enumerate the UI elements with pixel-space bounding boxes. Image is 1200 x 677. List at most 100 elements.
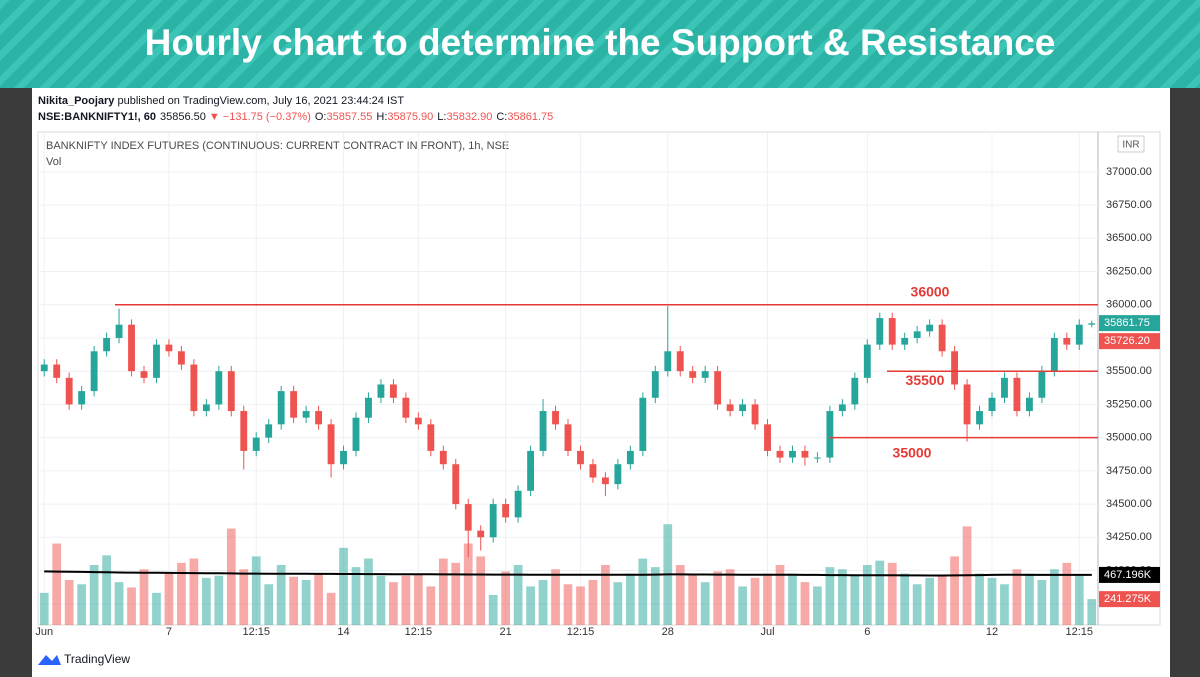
candle-body xyxy=(165,344,173,352)
volume-bar xyxy=(937,575,947,625)
volume-label: Vol xyxy=(46,156,61,168)
volume-bar xyxy=(463,543,473,625)
published: published on TradingView.com, July 16, 2… xyxy=(114,95,404,107)
y-tick-label: 36250.00 xyxy=(1106,265,1152,277)
candle-body xyxy=(838,404,846,412)
volume-bar xyxy=(950,556,959,625)
brand: TradingView xyxy=(64,652,130,666)
candle-body xyxy=(527,450,535,491)
candle-body xyxy=(664,351,672,372)
volume-bar xyxy=(364,558,373,625)
candle-body xyxy=(290,391,298,418)
volume-bar xyxy=(800,582,810,625)
candle-body xyxy=(265,424,273,438)
chart-title: BANKNIFTY INDEX FUTURES (CONTINUOUS: CUR… xyxy=(46,140,509,152)
volume-bar xyxy=(1012,569,1022,625)
candle-body xyxy=(464,504,472,531)
volume-bar xyxy=(239,569,249,625)
candle-body xyxy=(439,450,447,465)
volume-bar xyxy=(314,573,323,625)
volume-bar xyxy=(351,567,361,625)
volume-bar xyxy=(912,584,922,625)
volume-bar xyxy=(102,555,111,625)
volume-bar xyxy=(501,571,511,625)
volume-bar xyxy=(1074,575,1084,625)
candle-body xyxy=(377,384,385,398)
plot-frame xyxy=(37,131,1161,626)
volume-bar xyxy=(625,573,635,625)
volume-bar xyxy=(750,577,760,625)
candle-body xyxy=(951,351,959,385)
volume-bar xyxy=(688,573,698,625)
candle-body xyxy=(789,450,796,458)
volume-bar xyxy=(339,547,348,625)
volume-bar xyxy=(1037,579,1047,625)
candle-body xyxy=(626,450,634,465)
candle-body xyxy=(701,371,709,378)
volume-bar xyxy=(401,575,411,625)
volume-bar xyxy=(875,560,885,625)
x-tick-label: 12:15 xyxy=(567,626,595,638)
x-tick-label: Jul xyxy=(760,626,774,638)
axis-marker-label: 241.275K xyxy=(1104,593,1152,605)
volume-bar xyxy=(326,592,336,625)
volume-bar xyxy=(214,575,224,625)
volume-bar xyxy=(451,562,461,625)
volume-bar xyxy=(713,571,723,625)
volume-bar xyxy=(526,586,535,625)
quote-line: NSE:BANKNIFTY1!, 60 35856.50 ▼ −131.75 (−0… xyxy=(38,111,553,123)
candle-body xyxy=(427,424,435,451)
volume-bar xyxy=(152,592,161,625)
candle-body xyxy=(115,324,123,338)
x-tick-label: 12:15 xyxy=(242,626,270,638)
candle-body xyxy=(776,450,784,458)
volume-ma-line xyxy=(44,570,1092,577)
candle-body xyxy=(1075,324,1083,345)
candle-body xyxy=(564,424,572,451)
candle-body xyxy=(240,411,248,451)
volume-bar xyxy=(139,569,149,625)
axis-marker xyxy=(1099,566,1160,583)
volume-bar xyxy=(201,577,211,625)
volume-bar xyxy=(389,582,398,625)
candle-body xyxy=(676,351,684,372)
candle-body xyxy=(414,417,422,425)
volume-bar xyxy=(177,562,186,625)
candle-body xyxy=(739,404,747,412)
volume-bar xyxy=(276,564,286,625)
author: Nikita_Poojary xyxy=(38,95,115,107)
volume-bar xyxy=(975,573,984,625)
x-tick-label: 12:15 xyxy=(1066,626,1094,638)
candle-body xyxy=(988,397,996,412)
candle-body xyxy=(53,364,61,378)
x-tick-label: Jun xyxy=(35,626,53,638)
candle-body xyxy=(65,377,73,405)
candle-body xyxy=(140,371,148,378)
candle-body xyxy=(888,318,896,345)
volume-bar xyxy=(675,564,685,625)
candle-body xyxy=(552,411,559,425)
candle-body xyxy=(938,324,946,352)
volume-bar xyxy=(1000,584,1009,625)
volume-bar xyxy=(189,558,199,625)
level-label: 36000 xyxy=(911,283,950,299)
candle-body xyxy=(863,344,871,378)
candle-body xyxy=(726,404,734,412)
ohlc-value: 35875.90 xyxy=(387,111,433,123)
volume-bar xyxy=(925,577,935,625)
volume-bar xyxy=(438,558,448,625)
candle-body xyxy=(1013,377,1021,412)
volume-bar xyxy=(413,573,423,625)
candle-body xyxy=(1088,323,1096,325)
axis-marker xyxy=(1099,591,1160,608)
x-tick-label: 7 xyxy=(166,626,172,638)
volume-bar xyxy=(64,579,74,625)
candle-body xyxy=(577,450,584,465)
candle-body xyxy=(327,424,335,465)
volume-bar xyxy=(887,562,897,625)
volume-bar xyxy=(850,575,860,625)
volume-bar xyxy=(114,582,124,625)
volume-bar xyxy=(226,528,236,625)
volume-bar xyxy=(251,556,261,625)
candle-body xyxy=(913,331,921,338)
